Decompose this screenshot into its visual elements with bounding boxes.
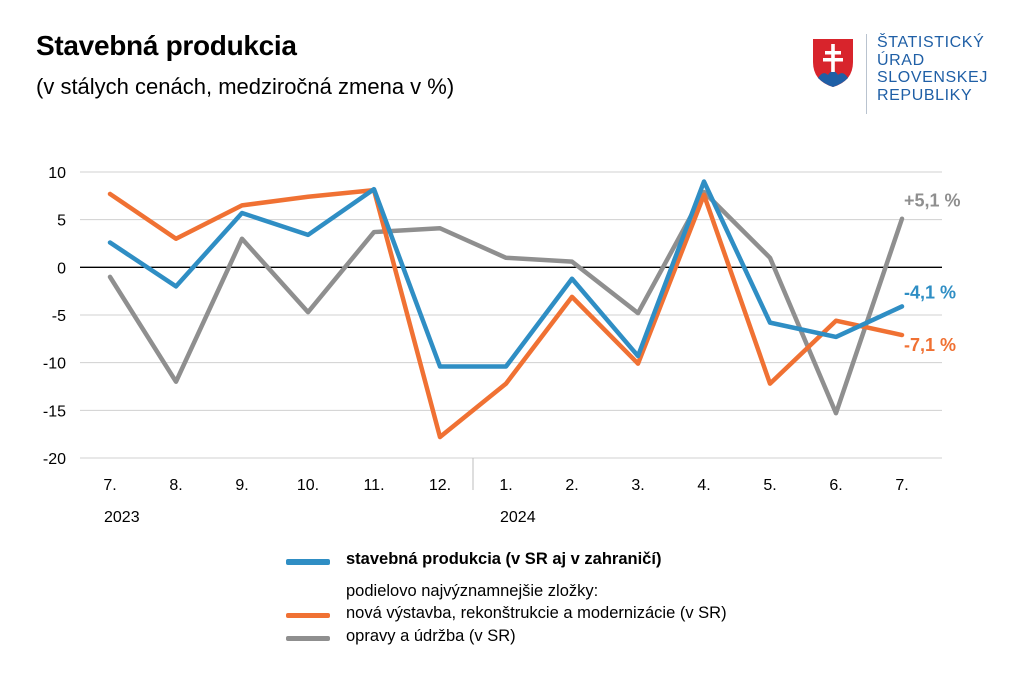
end-data-label: -4,1 %	[904, 282, 956, 302]
end-data-label: +5,1 %	[904, 191, 961, 211]
series-line	[107, 187, 905, 440]
x-tick-label: 3.	[631, 477, 644, 494]
logo-divider	[866, 34, 867, 114]
x-tick-label: 8.	[169, 477, 182, 494]
x-tick-label: 2.	[565, 477, 578, 494]
series-line	[107, 179, 905, 369]
x-tick-label: 5.	[763, 477, 776, 494]
x-tick-label: 10.	[297, 477, 319, 494]
x-tick-label: 9.	[235, 477, 248, 494]
x-tick-label: 11.	[363, 477, 384, 494]
legend-swatch	[286, 636, 330, 641]
x-tick-label: 7.	[103, 477, 116, 494]
logo-line: SLOVENSKEJ	[877, 69, 988, 86]
chart-title: Stavebná produkcia	[36, 30, 297, 61]
y-tick-label: 0	[57, 260, 66, 277]
x-tick-label: 4.	[697, 477, 710, 494]
y-tick-label: -20	[43, 451, 66, 468]
legend-label: opravy a údržba (v SR)	[346, 627, 516, 645]
x-tick-label: 12.	[429, 477, 451, 494]
logo-text: ŠTATISTICKÝ ÚRAD SLOVENSKEJ REPUBLIKY	[877, 34, 988, 104]
y-tick-label: 5	[57, 213, 66, 230]
y-tick-label: -15	[43, 403, 66, 420]
y-tick-label: -5	[52, 308, 66, 325]
line-chart: 10 5 0 -5 -10 -15 -20 7. 8. 9. 10. 11. 12. 1. 2. 3. 4. 5.…	[43, 165, 961, 526]
x-tick-label: 7.	[895, 477, 908, 494]
y-tick-label: -10	[43, 356, 66, 373]
series-line	[107, 189, 905, 416]
statistical-office-logo: ŠTATISTICKÝ ÚRAD SLOVENSKEJ REPUBLIKY	[812, 34, 1002, 116]
year-label: 2024	[500, 509, 536, 526]
y-tick-label: 10	[48, 165, 66, 182]
legend-label: nová výstavba, rekonštrukcie a modernizá…	[346, 604, 727, 622]
logo-line: REPUBLIKY	[877, 86, 973, 104]
end-data-label: -7,1 %	[904, 335, 956, 355]
logo-line: ŠTATISTICKÝ	[877, 34, 985, 51]
logo-line: ÚRAD	[877, 51, 925, 69]
legend-swatch	[286, 613, 330, 618]
year-label: 2023	[104, 509, 140, 526]
shield-icon	[813, 39, 853, 87]
chart-subtitle: (v stálych cenách, medziročná zmena v %)	[36, 74, 455, 99]
legend-heading-text: podielovo najvýznamnejšie zložky:	[346, 582, 599, 600]
x-tick-label: 1.	[499, 477, 512, 494]
legend-swatch	[286, 559, 330, 565]
legend-label: stavebná produkcia (v SR aj v zahraničí)	[346, 550, 662, 568]
x-tick-label: 6.	[829, 477, 842, 494]
